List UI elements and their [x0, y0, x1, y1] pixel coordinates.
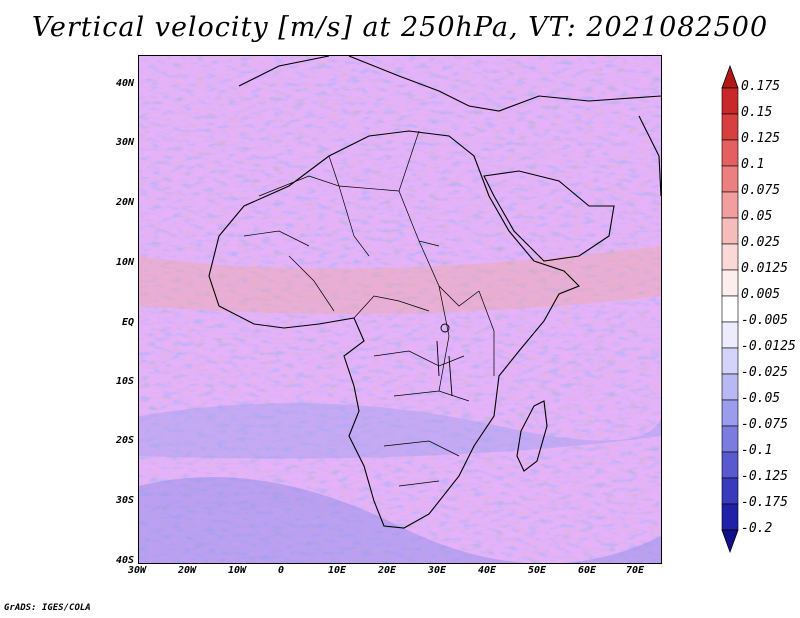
colorbar-level-label: 0.005: [741, 287, 781, 302]
chart-title: Vertical velocity [m/s] at 250hPa, VT: 2…: [31, 12, 769, 43]
colorbar-swatch: [721, 243, 739, 271]
colorbar-level-label: -0.2: [741, 521, 773, 536]
colorbar-swatch: [721, 165, 739, 193]
colorbar-swatch: [721, 425, 739, 453]
colorbar-top-arrow: [721, 64, 739, 89]
europe-coastline: [238, 56, 661, 112]
colorbar-level-label: -0.175: [741, 495, 788, 510]
madagascar-coastline: [516, 400, 548, 472]
lon-tick-label: 40E: [478, 565, 497, 576]
arabia-coastline: [483, 170, 615, 262]
colorbar-swatch: [721, 295, 739, 323]
colorbar-level-label: 0.075: [741, 183, 781, 198]
map-panel: [138, 55, 662, 564]
tropical-band: [139, 246, 661, 314]
lat-tick-label: 40N: [115, 78, 134, 89]
lat-tick-label: 30S: [115, 495, 134, 506]
colorbar-level-label: 0.0125: [741, 261, 788, 276]
lon-tick-label: 70E: [626, 565, 645, 576]
lat-tick-label: 10S: [115, 376, 134, 387]
colorbar-level-label: 0.15: [741, 105, 773, 120]
colorbar-swatch: [721, 269, 739, 297]
lat-tick-label: 40S: [115, 555, 134, 566]
lat-tick-label: 10N: [115, 257, 134, 268]
lon-tick-label: 60E: [578, 565, 597, 576]
india-coastline: [638, 115, 661, 197]
colorbar-swatch: [721, 373, 739, 401]
lon-tick-label: 20E: [378, 565, 397, 576]
colorbar-level-label: 0.025: [741, 235, 781, 250]
colorbar-bottom-arrow: [721, 529, 739, 554]
lakes: [436, 323, 453, 397]
colorbar-swatch: [721, 347, 739, 375]
colorbar-level-label: -0.025: [741, 365, 788, 380]
velocity-field-map: [139, 56, 661, 563]
colorbar-swatch: [721, 87, 739, 115]
colorbar-level-label: -0.005: [741, 313, 788, 328]
lon-tick-label: 30E: [428, 565, 447, 576]
colorbar-level-label: -0.075: [741, 417, 788, 432]
lon-tick-label: 10W: [228, 565, 247, 576]
colorbar-swatch: [721, 113, 739, 141]
coastlines: [208, 56, 661, 529]
colorbar-swatch: [721, 503, 739, 531]
lon-tick-label: 0: [278, 565, 285, 576]
field-bands: [139, 246, 661, 563]
lon-tick-label: 50E: [528, 565, 547, 576]
lat-tick-label: 30N: [115, 137, 134, 148]
colorbar-swatch: [721, 477, 739, 505]
colorbar-swatch: [721, 451, 739, 479]
lon-tick-label: 20W: [178, 565, 197, 576]
colorbar-level-label: -0.125: [741, 469, 788, 484]
lat-tick-label: 20S: [115, 435, 134, 446]
lat-tick-label: 20N: [115, 197, 134, 208]
colorbar-swatch: [721, 139, 739, 167]
lon-tick-label: 30W: [128, 565, 147, 576]
colorbar-level-label: 0.1: [741, 157, 765, 172]
colorbar-level-label: 0.125: [741, 131, 781, 146]
colorbar-level-label: 0.05: [741, 209, 773, 224]
africa-coastline: [208, 130, 580, 529]
colorbar-swatch: [721, 217, 739, 245]
colorbar-swatch: [721, 399, 739, 427]
colorbar-level-label: -0.1: [741, 443, 773, 458]
colorbar-swatch: [721, 191, 739, 219]
colorbar-level-label: 0.175: [741, 79, 781, 94]
lon-tick-label: 10E: [328, 565, 347, 576]
lat-tick-label: EQ: [121, 317, 134, 328]
colorbar-level-label: -0.05: [741, 391, 781, 406]
credit-text: GrADS: IGES/COLA: [4, 603, 91, 613]
colorbar-swatch: [721, 321, 739, 349]
colorbar-level-label: -0.0125: [741, 339, 796, 354]
country-borders: [243, 130, 495, 487]
southern-jet-band: [139, 477, 661, 563]
midlat-band: [139, 396, 661, 459]
